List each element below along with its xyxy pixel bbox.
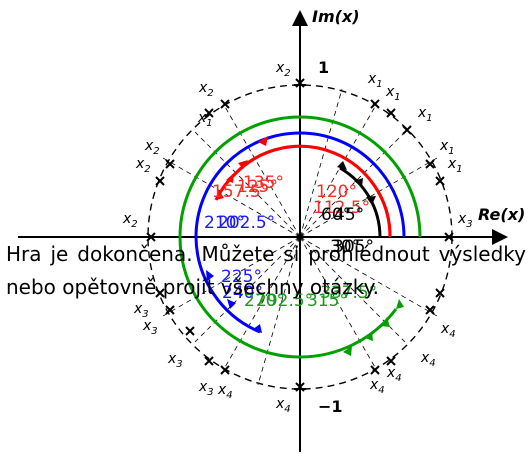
angle-label: 337.5°	[320, 283, 377, 303]
root-label: x2	[144, 138, 160, 157]
im-axis-label: Im(x)	[312, 7, 360, 26]
root-label: x2	[198, 80, 214, 99]
angle-label: 315°	[307, 291, 348, 311]
angle-label: 60°	[321, 205, 351, 225]
radial-lines	[162, 88, 438, 386]
root-markers	[146, 78, 454, 392]
angle-label: 45°	[334, 205, 364, 225]
angle-label: 120°	[316, 182, 357, 202]
root-label: x2	[122, 211, 138, 230]
root-label: x4	[369, 377, 385, 396]
angle-label: 270°	[244, 291, 285, 311]
completion-message: Hra je dokončena. Můžete si prohlédnout …	[6, 242, 526, 299]
blue-arc	[194, 131, 406, 334]
root-label: x2	[135, 156, 151, 175]
green-circle-arc	[178, 115, 422, 238]
root-label: x1	[385, 84, 401, 103]
root-label: x4	[386, 365, 402, 384]
angle-label: 210°	[204, 213, 245, 233]
root-label: x4	[420, 350, 436, 369]
pos-one-label: 1	[318, 58, 329, 77]
axis-ticks	[294, 84, 306, 390]
re-axis-label: Re(x)	[478, 205, 525, 224]
root-label: x2	[275, 60, 291, 79]
root-label: x1	[367, 71, 383, 90]
root-label: x4	[275, 396, 291, 415]
root-label: x1	[417, 105, 433, 124]
root-label: x3	[142, 318, 158, 337]
root-label: x3	[167, 351, 183, 370]
angle-label: 240°	[222, 283, 263, 303]
root-label: x4	[217, 382, 233, 401]
root-label: x3	[457, 211, 473, 230]
angle-label: 202.5°	[218, 213, 275, 233]
arc-arrowheads	[206, 136, 404, 356]
red-arc	[214, 144, 392, 238]
angle-label: 225°	[221, 267, 262, 287]
angle-label: 292.5°	[256, 291, 313, 311]
root-label: x3	[198, 379, 214, 398]
angle-label: 135°	[243, 173, 284, 193]
root-label: x4	[440, 321, 456, 340]
green-lower-arc	[178, 236, 398, 359]
angle-label: 305°	[333, 237, 374, 257]
angle-label: 30°	[330, 237, 360, 257]
angle-label: 112.5°	[313, 198, 370, 218]
root-label: x1	[439, 138, 455, 157]
root-label: x1	[447, 156, 463, 175]
unit-circle	[147, 84, 453, 390]
neg-one-label: −1	[318, 397, 343, 416]
angle-label: 125°	[237, 177, 278, 197]
angle-label: 157.5°	[212, 182, 269, 202]
angle-labels: 125°157.5°135° 120°112.5°60°45° 30° 210°202…	[204, 173, 377, 311]
